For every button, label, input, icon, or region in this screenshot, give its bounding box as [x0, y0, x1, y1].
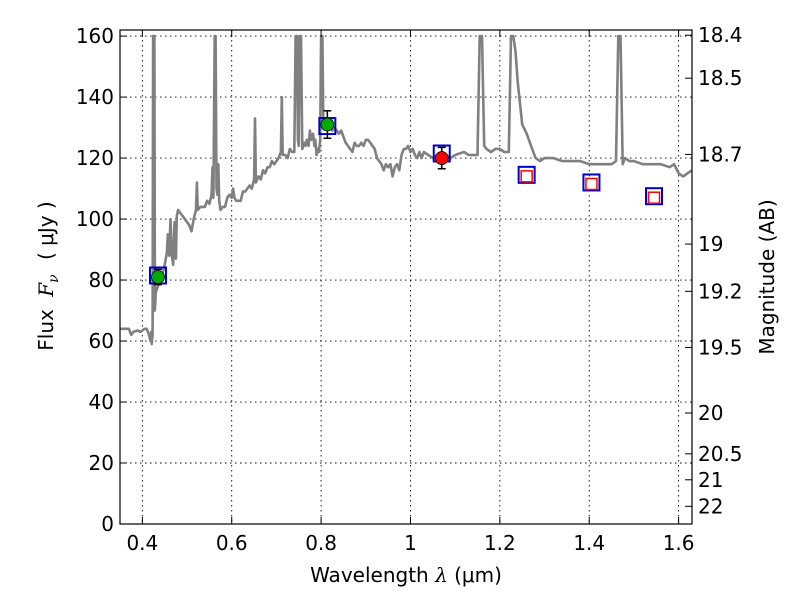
y-axis-title-prefix: Flux: [34, 309, 58, 351]
y2-tick-label: 18.7: [698, 142, 743, 166]
model-spectrum-line: [120, 34, 692, 346]
grid-layer: [120, 30, 692, 525]
x-axis-title-unit: (μm): [454, 563, 502, 587]
data-layer: [120, 34, 692, 346]
y2-tick-label: 20.5: [698, 442, 743, 466]
y-tick-label: 160: [76, 24, 114, 48]
tick-layer: 0.4 0.6 0.8 1 1.2 1.4 1.6 0 20 40 60 80 100 120 140 160…: [76, 23, 743, 555]
y2-tick-label: 19.5: [698, 335, 743, 359]
y2-tick-label: 19.2: [698, 279, 743, 303]
plot-frame: [119, 29, 693, 525]
x-axis-title: Wavelength λ (μm): [310, 563, 502, 587]
x-tick-label: 1.2: [484, 531, 516, 555]
x-tick-label: 0.4: [126, 531, 158, 555]
x-tick-label: 0.6: [216, 531, 248, 555]
y-tick-label: 140: [76, 85, 114, 109]
y-tick-label: 100: [76, 207, 114, 231]
y-tick-label: 0: [101, 512, 114, 536]
y-tick-label: 80: [89, 268, 114, 292]
y-axis-title: Flux Fν ( μJy ): [34, 201, 63, 350]
y-tick-label: 120: [76, 146, 114, 170]
y2-tick-label: 20: [698, 401, 723, 425]
y2-tick-label: 21: [698, 468, 723, 492]
observed-point: [434, 151, 449, 165]
upper-limit-marker: [647, 191, 661, 204]
model-photometry-square: [517, 165, 536, 184]
model-photometry-square: [645, 187, 664, 206]
observed-point: [320, 117, 335, 132]
y-axis-title-symbol: F: [34, 282, 58, 298]
observed-point: [151, 270, 165, 284]
x-tick-label: 0.8: [305, 531, 337, 555]
x-tick-label: 1: [404, 531, 417, 555]
y-tick-label: 60: [89, 329, 114, 353]
x-axis-title-prefix: Wavelength: [310, 563, 429, 587]
model-photometry-square: [582, 173, 601, 192]
upper-limit-marker: [520, 170, 533, 183]
y2-tick-label: 18.4: [698, 23, 743, 47]
y-axis-title-subscript: ν: [46, 274, 62, 283]
y2-tick-label: 19: [698, 232, 723, 256]
y-axis-title-unit: ( μJy ): [34, 201, 58, 260]
y-tick-label: 40: [89, 390, 114, 414]
y2-tick-label: 22: [698, 494, 723, 518]
y2-axis-title: Magnitude (AB): [755, 199, 779, 354]
x-tick-label: 1.6: [663, 531, 695, 555]
upper-limit-marker: [585, 177, 598, 191]
x-tick-label: 1.4: [573, 531, 605, 555]
y-tick-label: 20: [89, 451, 114, 475]
y2-tick-label: 18.5: [698, 66, 743, 90]
x-axis-title-symbol: λ: [434, 563, 448, 587]
